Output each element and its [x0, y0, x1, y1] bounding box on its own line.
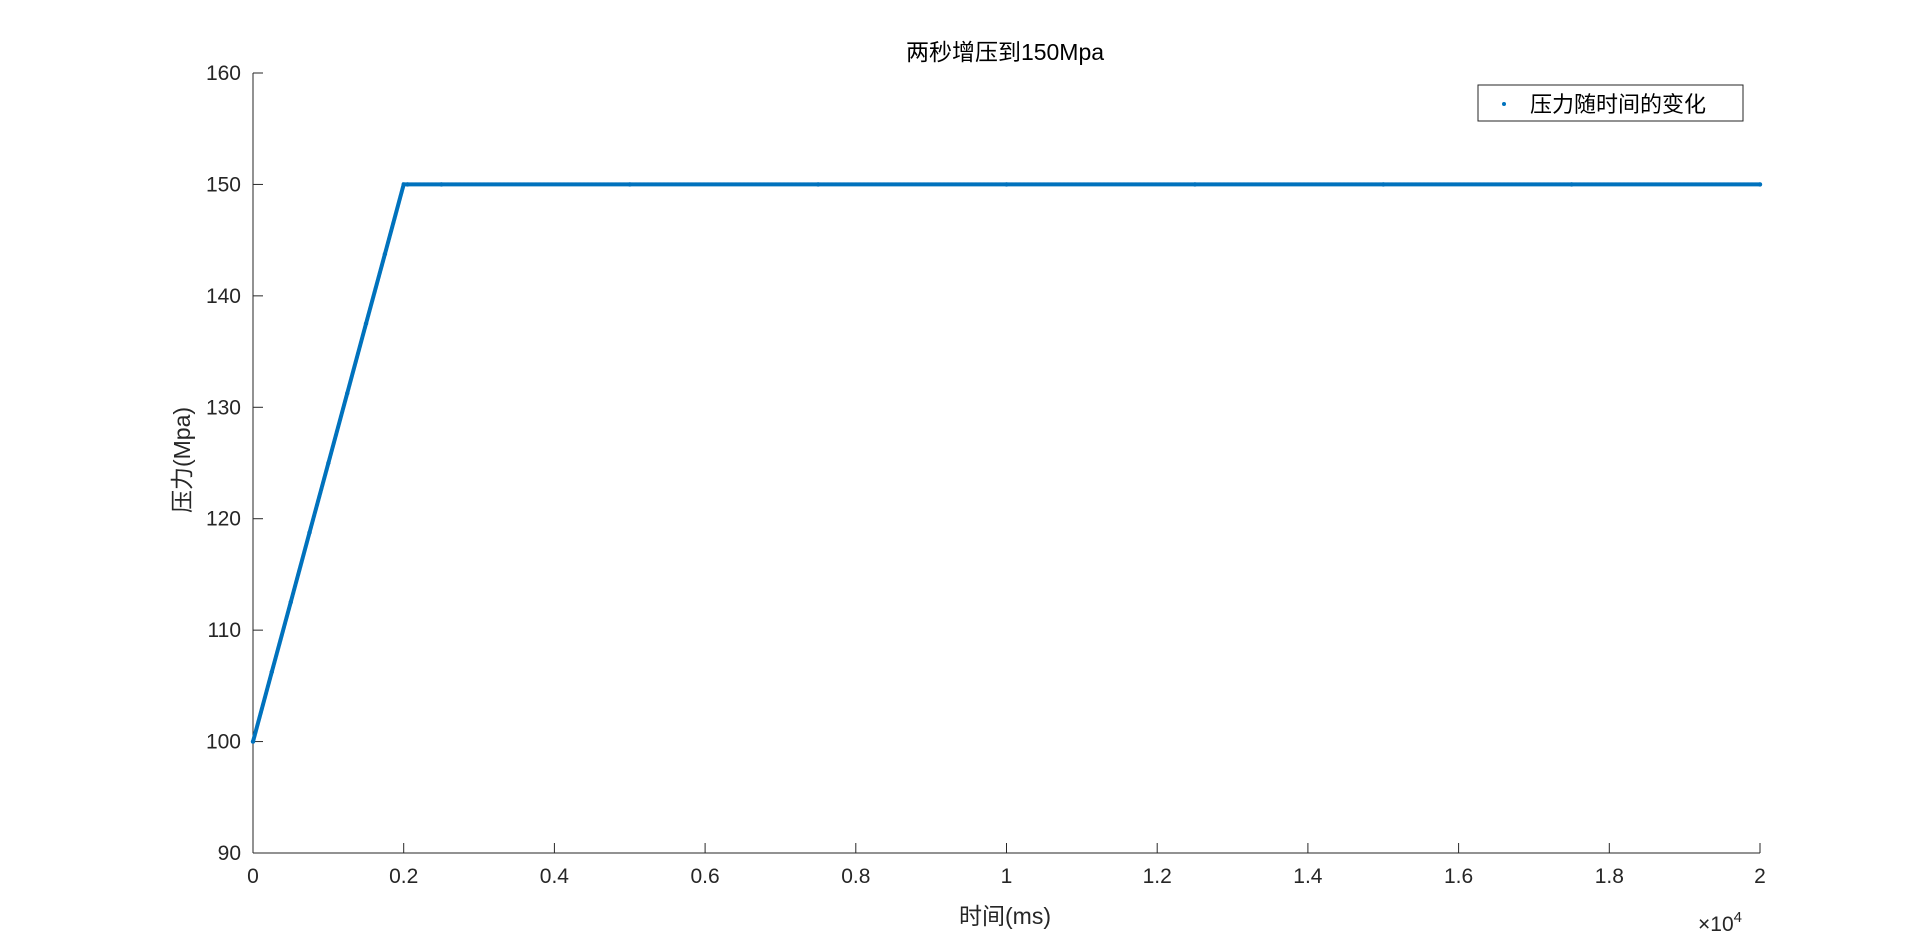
x-tick-label: 1.2 [1143, 865, 1172, 888]
x-tick-label: 1.8 [1595, 865, 1624, 888]
data-point [288, 600, 293, 605]
y-tick-label: 160 [206, 62, 241, 85]
data-point [1569, 182, 1574, 187]
data-point [1004, 182, 1009, 187]
data-point [269, 669, 274, 675]
x-axis-exponent: ×104 [1698, 909, 1742, 936]
data-point [345, 391, 350, 396]
x-tick-label: 0.6 [690, 865, 719, 888]
data-point [326, 460, 331, 466]
legend-marker [1502, 102, 1506, 106]
data-point [439, 182, 444, 187]
data-point [627, 182, 632, 187]
x-tick-label: 1.4 [1293, 865, 1323, 888]
x-tick-label: 1 [1001, 865, 1013, 888]
legend-box [1477, 84, 1744, 122]
legend-entry-label: 压力随时间的变化 [1530, 92, 1706, 117]
x-tick-label: 1.6 [1444, 865, 1473, 888]
data-point [401, 182, 406, 187]
y-tick-label: 100 [206, 731, 241, 754]
x-tick-label: 0 [247, 865, 259, 888]
data-point [1757, 182, 1763, 187]
data-point [815, 182, 821, 187]
data-point [307, 530, 312, 535]
data-point [250, 739, 256, 744]
plot-area [252, 73, 1760, 854]
x-tick-label: 0.4 [540, 865, 570, 888]
data-point [1381, 182, 1386, 187]
x-axis-exponent-base: ×10 [1698, 913, 1734, 936]
x-axis-exponent-power: 4 [1734, 909, 1742, 926]
legend: 压力随时间的变化 [1477, 84, 1744, 122]
data-point [363, 321, 369, 326]
y-tick-label: 110 [208, 619, 241, 642]
x-tick-label: 2 [1754, 865, 1766, 888]
x-tick-label: 0.8 [841, 865, 870, 888]
y-tick-label: 120 [206, 508, 241, 531]
x-axis-label: 时间(ms) [959, 903, 1051, 929]
data-point [405, 182, 410, 187]
y-axis: 90 100 110 120 130 140 150 160 [206, 62, 263, 865]
data-series [250, 182, 1763, 744]
x-tick-label: 0.2 [389, 865, 418, 888]
data-point [382, 251, 388, 257]
y-tick-label: 150 [206, 173, 241, 196]
y-tick-label: 140 [206, 285, 241, 308]
y-axis-label: 压力(Mpa) [169, 407, 195, 513]
series-line [251, 182, 1762, 744]
y-tick-label: 130 [206, 396, 241, 419]
data-point [1192, 182, 1198, 187]
y-tick-label: 90 [218, 842, 241, 865]
chart-title: 两秒增压到150Mpa [906, 39, 1104, 65]
x-axis: 0 0.2 0.4 0.6 0.8 1 1.2 1.4 1.6 1.8 2 [247, 843, 1766, 888]
